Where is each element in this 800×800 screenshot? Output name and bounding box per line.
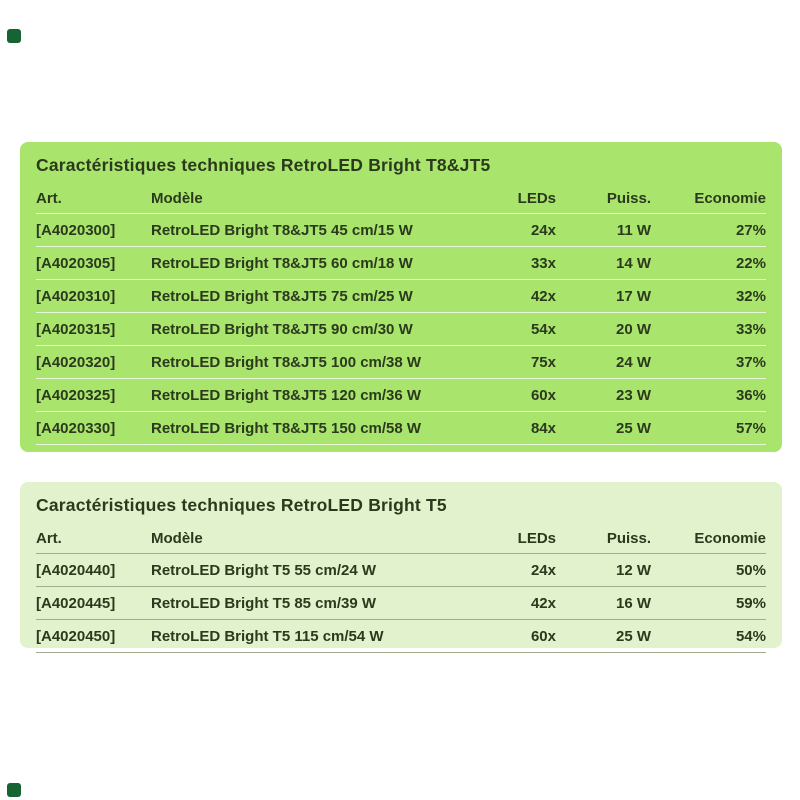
puiss-cell: 23 W: [615, 386, 651, 404]
economie-cell: 22%: [735, 254, 766, 272]
art-cell: [A4020325]: [36, 386, 116, 404]
column-header-model: Modèle: [151, 189, 203, 207]
art-cell: [A4020315]: [36, 320, 116, 338]
column-header-art: Art.: [36, 529, 62, 547]
economie-cell: 57%: [735, 419, 766, 437]
table-row: [A4020325] RetroLED Bright T8&JT5 120 cm…: [36, 379, 766, 412]
corner-mark-top: [7, 29, 21, 43]
model-cell: RetroLED Bright T8&JT5 120 cm/36 W: [151, 386, 422, 404]
table-row: [A4020445] RetroLED Bright T5 85 cm/39 W…: [36, 587, 766, 620]
leds-cell: 24x: [530, 561, 556, 579]
leds-cell: 60x: [530, 386, 556, 404]
leds-cell: 42x: [530, 594, 556, 612]
column-header-economie: Economie: [694, 189, 766, 207]
table-row: [A4020310] RetroLED Bright T8&JT5 75 cm/…: [36, 280, 766, 313]
table-title: Caractéristiques techniques RetroLED Bri…: [36, 495, 447, 515]
economie-cell: 32%: [735, 287, 766, 305]
model-cell: RetroLED Bright T5 85 cm/39 W: [151, 594, 377, 612]
art-cell: [A4020450]: [36, 627, 116, 645]
table-row: [A4020300] RetroLED Bright T8&JT5 45 cm/…: [36, 214, 766, 247]
table-row: [A4020330] RetroLED Bright T8&JT5 150 cm…: [36, 412, 766, 445]
puiss-cell: 20 W: [615, 320, 651, 338]
table-row: [A4020315] RetroLED Bright T8&JT5 90 cm/…: [36, 313, 766, 346]
model-cell: RetroLED Bright T8&JT5 90 cm/30 W: [151, 320, 413, 338]
economie-cell: 59%: [735, 594, 766, 612]
art-cell: [A4020310]: [36, 287, 116, 305]
model-cell: RetroLED Bright T8&JT5 60 cm/18 W: [151, 254, 413, 272]
leds-cell: 42x: [530, 287, 556, 305]
column-header-leds: LEDs: [517, 189, 556, 207]
puiss-cell: 24 W: [615, 353, 651, 371]
model-cell: RetroLED Bright T5 115 cm/54 W: [151, 627, 384, 645]
leds-cell: 75x: [530, 353, 556, 371]
model-cell: RetroLED Bright T8&JT5 75 cm/25 W: [151, 287, 413, 305]
leds-cell: 60x: [530, 627, 556, 645]
model-cell: RetroLED Bright T8&JT5 150 cm/58 W: [151, 419, 422, 437]
leds-cell: 84x: [530, 419, 556, 437]
leds-cell: 33x: [530, 254, 556, 272]
model-cell: RetroLED Bright T8&JT5 45 cm/15 W: [151, 221, 413, 239]
economie-cell: 37%: [735, 353, 766, 371]
art-cell: [A4020320]: [36, 353, 116, 371]
column-header-puiss: Puiss.: [606, 529, 651, 547]
column-header-model: Modèle: [151, 529, 203, 547]
puiss-cell: 17 W: [615, 287, 651, 305]
table-header-row: Art. Modèle LEDs Puiss. Economie: [36, 183, 766, 214]
art-cell: [A4020305]: [36, 254, 116, 272]
art-cell: [A4020300]: [36, 221, 116, 239]
economie-cell: 54%: [735, 627, 766, 645]
column-header-economie: Economie: [694, 529, 766, 547]
spec-table-t5: Caractéristiques techniques RetroLED Bri…: [20, 482, 782, 653]
spec-table-t8jt5: Caractéristiques techniques RetroLED Bri…: [20, 142, 782, 452]
leds-cell: 54x: [530, 320, 556, 338]
table-row: [A4020320] RetroLED Bright T8&JT5 100 cm…: [36, 346, 766, 379]
table-header-row: Art. Modèle LEDs Puiss. Economie: [36, 523, 766, 554]
column-header-leds: LEDs: [517, 529, 556, 547]
model-cell: RetroLED Bright T5 55 cm/24 W: [151, 561, 377, 579]
art-cell: [A4020440]: [36, 561, 116, 579]
art-cell: [A4020330]: [36, 419, 116, 437]
table-row: [A4020440] RetroLED Bright T5 55 cm/24 W…: [36, 554, 766, 587]
corner-mark-bottom: [7, 783, 21, 797]
puiss-cell: 12 W: [615, 561, 651, 579]
table-title: Caractéristiques techniques RetroLED Bri…: [36, 155, 491, 175]
economie-cell: 27%: [735, 221, 766, 239]
puiss-cell: 25 W: [615, 419, 651, 437]
puiss-cell: 14 W: [615, 254, 651, 272]
puiss-cell: 25 W: [615, 627, 651, 645]
column-header-art: Art.: [36, 189, 62, 207]
puiss-cell: 11 W: [616, 221, 651, 239]
leds-cell: 24x: [530, 221, 556, 239]
art-cell: [A4020445]: [36, 594, 116, 612]
puiss-cell: 16 W: [615, 594, 651, 612]
table-row: [A4020450] RetroLED Bright T5 115 cm/54 …: [36, 620, 766, 653]
model-cell: RetroLED Bright T8&JT5 100 cm/38 W: [151, 353, 422, 371]
economie-cell: 36%: [735, 386, 766, 404]
column-header-puiss: Puiss.: [606, 189, 651, 207]
economie-cell: 50%: [735, 561, 766, 579]
economie-cell: 33%: [735, 320, 766, 338]
table-row: [A4020305] RetroLED Bright T8&JT5 60 cm/…: [36, 247, 766, 280]
